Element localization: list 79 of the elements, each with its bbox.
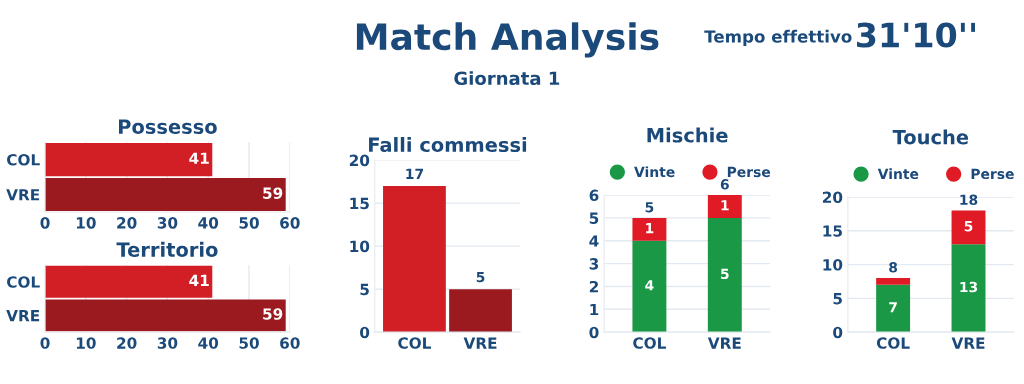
y-tick-label: COL	[7, 154, 40, 166]
x-tick-label: 20	[117, 217, 137, 229]
x-tick-label: COL	[398, 337, 431, 349]
bar	[707, 195, 742, 218]
chart-title: Touche	[892, 129, 969, 145]
x-tick-label: 10	[76, 217, 96, 229]
x-tick-label: 60	[280, 337, 300, 349]
bar	[876, 284, 911, 333]
y-tick-label: COL	[7, 276, 40, 288]
y-tick-label: 3	[589, 258, 599, 270]
text: Giornata 1	[454, 71, 560, 86]
total-label: 8	[889, 262, 898, 273]
x-tick-label: 30	[157, 337, 178, 349]
y-tick-label: 0	[589, 326, 599, 339]
legend-label: Vinte	[877, 168, 919, 180]
bar	[632, 217, 667, 241]
legend-label: Vinte	[634, 166, 675, 178]
data-label: 59	[263, 308, 283, 320]
x-tick-label: 20	[117, 337, 137, 349]
y-tick-label: VRE	[6, 189, 40, 201]
data-label: 1	[721, 200, 729, 211]
y-tick-label: 10	[823, 259, 843, 271]
data-label: 1	[646, 223, 654, 234]
y-tick-label: 2	[589, 280, 598, 293]
data-label: 7	[889, 302, 897, 313]
bar	[951, 210, 986, 245]
y-tick-label: 0	[833, 326, 843, 339]
y-tick-label: 5	[360, 283, 369, 296]
legend-label: Perse	[971, 168, 1014, 180]
x-tick-label: 30	[157, 217, 178, 229]
y-tick-label: 4	[589, 235, 599, 247]
x-tick-label: 40	[198, 337, 219, 349]
y-tick-label: 5	[589, 212, 599, 224]
data-label: 59	[263, 187, 283, 199]
legend-label: Perse	[727, 166, 771, 178]
y-tick-label: 15	[350, 197, 369, 210]
y-tick-label: 20	[349, 154, 370, 167]
data-label: 4	[645, 280, 654, 291]
total-label: 18	[960, 194, 978, 206]
y-tick-label: 15	[823, 225, 842, 237]
x-tick-label: 0	[40, 217, 50, 229]
bar	[707, 217, 742, 333]
x-tick-label: VRE	[707, 337, 741, 349]
x-tick-label: 60	[280, 217, 300, 229]
x-tick-label: COL	[876, 337, 910, 349]
x-tick-label: 50	[239, 337, 259, 349]
data-label: 5	[721, 268, 729, 280]
data-label: 5	[476, 271, 485, 283]
x-tick-label: 0	[40, 337, 50, 349]
y-tick-label: 5	[833, 293, 842, 305]
total-label: 6	[720, 179, 729, 190]
bar	[876, 278, 911, 285]
y-tick-label: 0	[360, 326, 370, 339]
total-label: 5	[645, 202, 654, 213]
chart-title: Mischie	[647, 127, 728, 143]
x-tick-label: 40	[198, 217, 219, 229]
data-label: 13	[960, 281, 978, 293]
data-label: 41	[189, 274, 209, 286]
x-tick-label: VRE	[951, 337, 985, 349]
y-tick-label: 10	[350, 240, 370, 253]
y-tick-label: 20	[822, 191, 843, 204]
x-tick-label: COL	[633, 337, 666, 349]
x-tick-label: VRE	[463, 337, 497, 349]
text: 31'10''	[857, 22, 975, 48]
bar	[632, 240, 667, 333]
chart-title: Territorio	[116, 241, 218, 257]
text: Tempo effettivo	[704, 29, 852, 46]
x-tick-label: 10	[76, 337, 96, 349]
y-tick-label: VRE	[6, 310, 40, 322]
chart-title: Falli commessi	[369, 137, 527, 153]
y-tick-label: 6	[589, 189, 599, 202]
data-label: 41	[189, 152, 209, 164]
bar	[951, 244, 986, 333]
text: Match Analysis	[356, 22, 659, 58]
data-label: 5	[964, 221, 973, 232]
data-label: 17	[406, 168, 423, 179]
y-tick-label: 1	[590, 303, 599, 316]
x-tick-label: 50	[239, 217, 259, 229]
chart-title: Possesso	[118, 119, 217, 135]
